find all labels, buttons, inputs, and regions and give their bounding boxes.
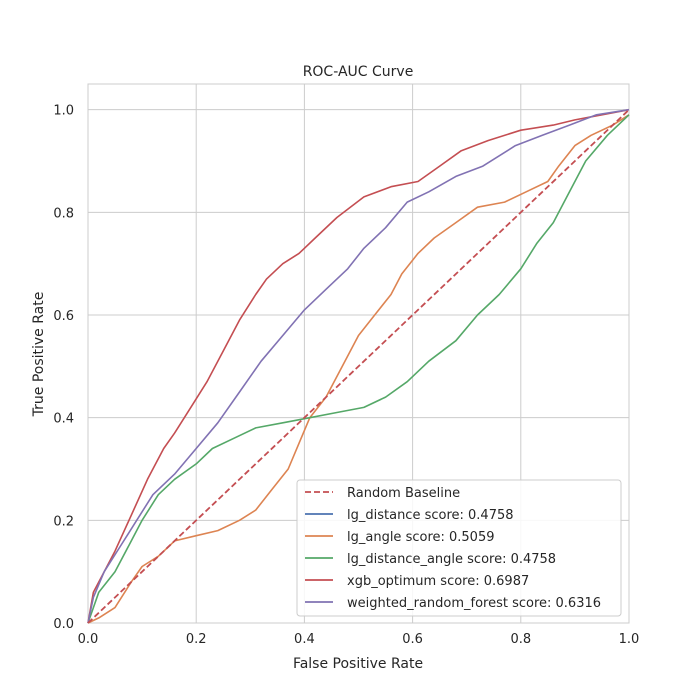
legend-label: lg_distance_angle score: 0.4758 xyxy=(347,552,556,567)
y-axis-label: True Positive Rate xyxy=(31,292,47,418)
legend-box xyxy=(296,479,622,617)
y-tick-label: 0.2 xyxy=(53,514,74,529)
grid-lines xyxy=(87,84,630,624)
legend: Random Baseline lg_distance score: 0.4758… xyxy=(296,479,622,617)
y-tick-label: 1.0 xyxy=(53,104,74,119)
y-tick-label: 0.6 xyxy=(53,309,74,324)
legend-label: xgb_optimum score: 0.6987 xyxy=(347,574,529,589)
x-tick-label: 0.6 xyxy=(402,632,423,647)
y-tick-label: 0.4 xyxy=(53,412,74,427)
x-tick-label: 0.2 xyxy=(186,632,207,647)
y-tick-labels: 0.0 0.2 0.4 0.6 0.8 1.0 xyxy=(53,104,74,632)
series-line-3 xyxy=(87,114,630,624)
y-tick-label: 0.0 xyxy=(53,617,74,632)
series-line-5 xyxy=(87,108,630,624)
x-tick-label: 1.0 xyxy=(619,632,640,647)
legend-label: Random Baseline xyxy=(347,486,460,501)
series-line-0 xyxy=(87,109,630,624)
series-lines xyxy=(87,108,630,624)
legend-label: lg_distance score: 0.4758 xyxy=(347,508,514,523)
x-axis-label: False Positive Rate xyxy=(293,656,423,672)
legend-label: lg_angle score: 0.5059 xyxy=(347,530,495,545)
y-tick-label: 0.8 xyxy=(53,206,74,221)
legend-label: weighted_random_forest score: 0.6316 xyxy=(347,596,601,611)
series-line-4 xyxy=(87,108,630,624)
chart-title: ROC-AUC Curve xyxy=(303,64,414,80)
x-tick-label: 0.4 xyxy=(294,632,315,647)
x-tick-label: 0.8 xyxy=(510,632,531,647)
x-tick-label: 0.0 xyxy=(78,632,99,647)
x-tick-labels: 0.0 0.2 0.4 0.6 0.8 1.0 xyxy=(78,632,640,647)
